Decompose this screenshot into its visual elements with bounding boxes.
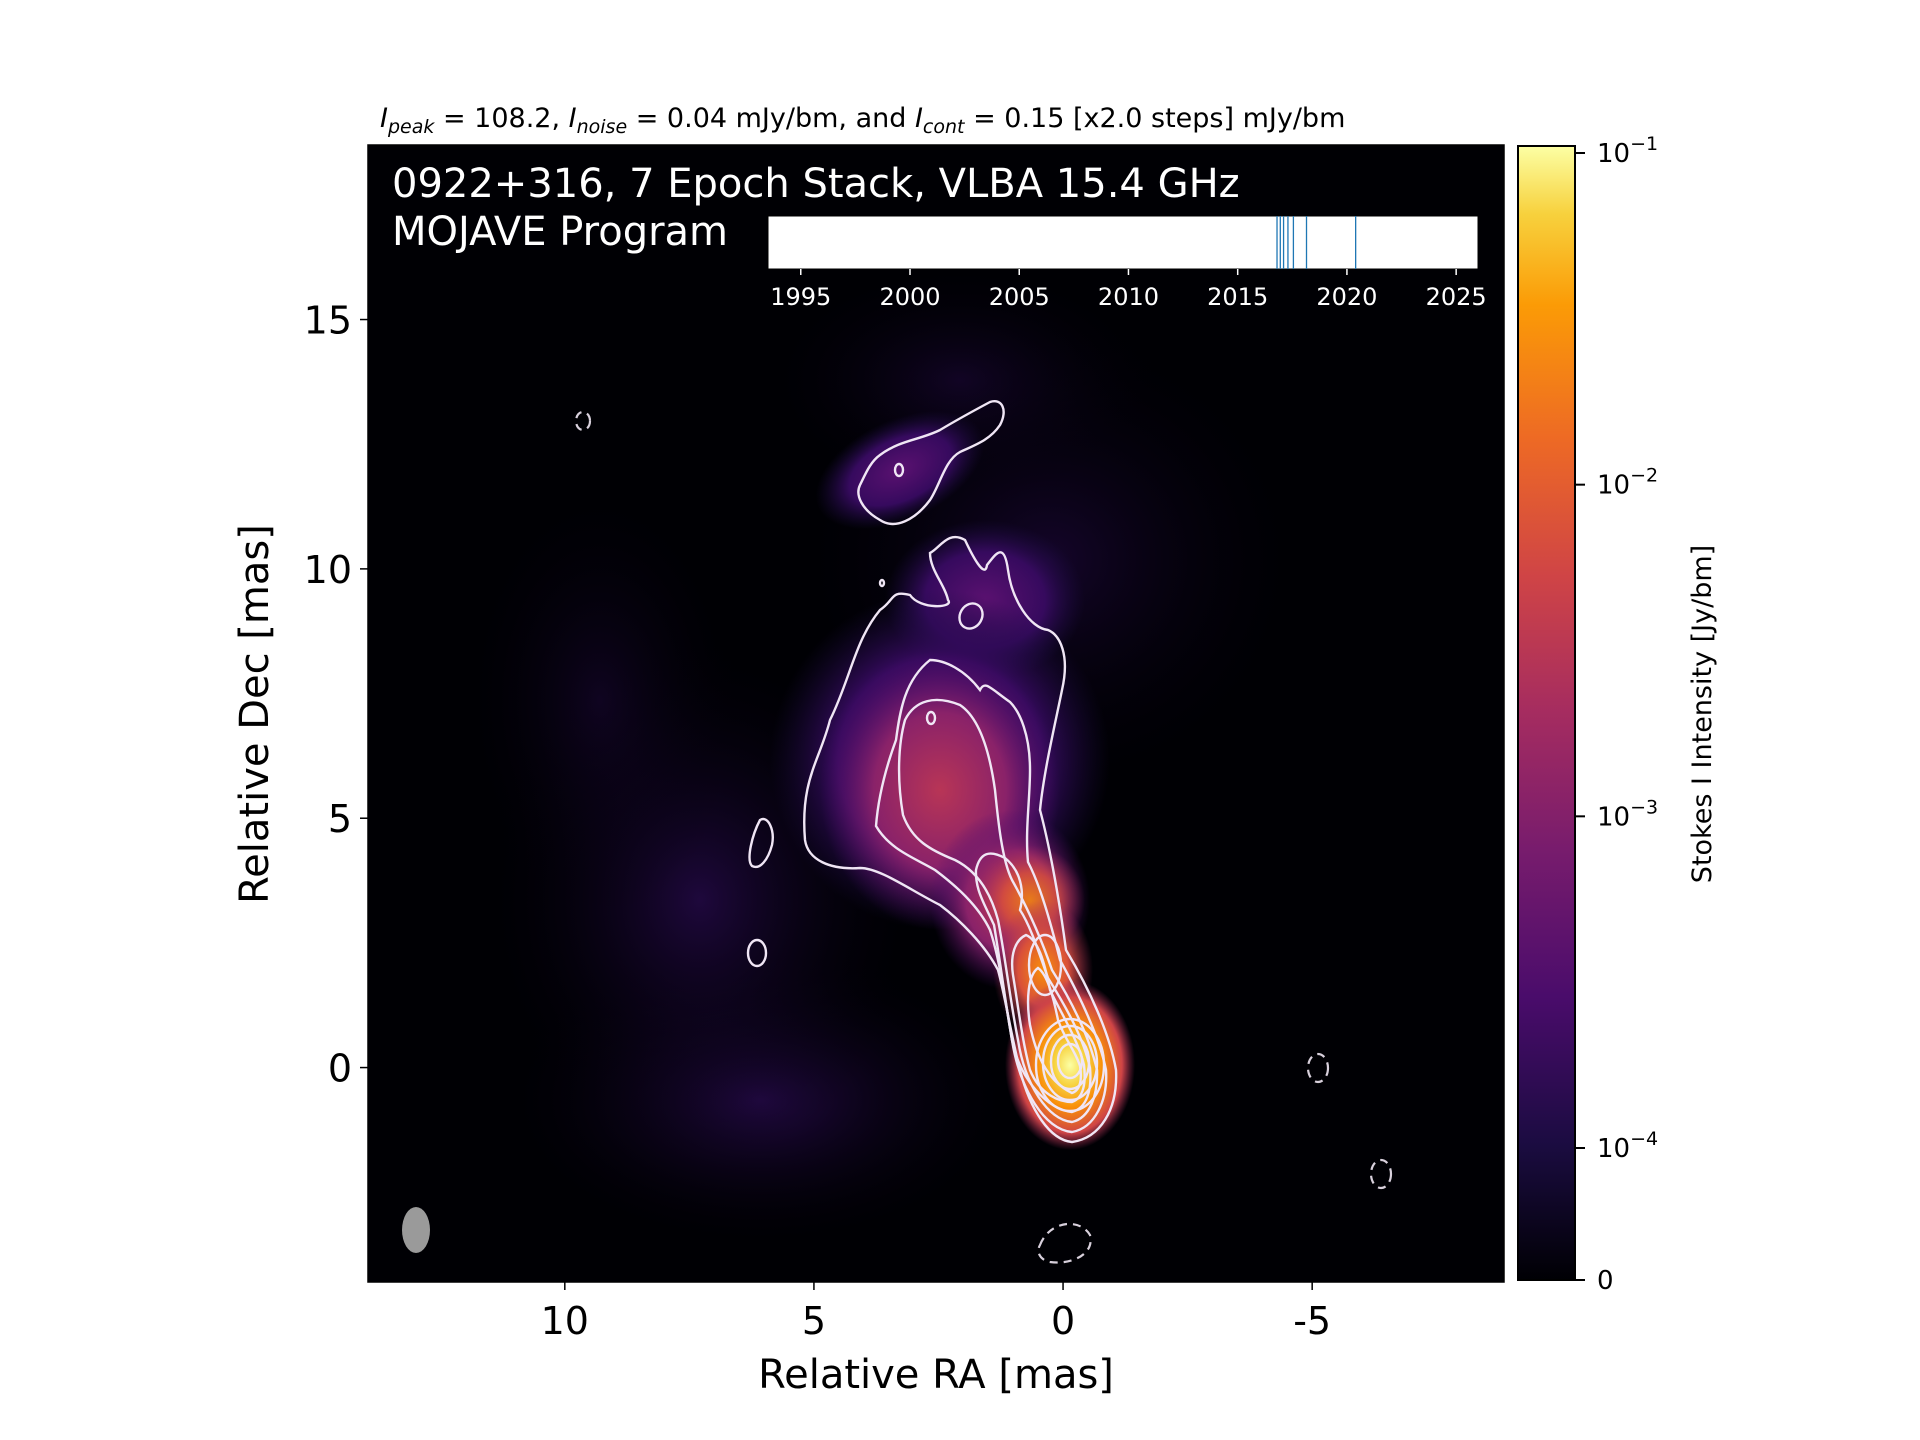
contour-8 xyxy=(1041,1024,1099,1102)
y-tick-label: 0 xyxy=(328,1047,352,1091)
colorbar-tick-base: 10 xyxy=(1597,139,1630,169)
contour-west-island xyxy=(748,817,774,869)
contour-9 xyxy=(1049,1033,1091,1091)
contour-4 xyxy=(974,852,1092,1114)
neg-contour-1 xyxy=(574,410,592,432)
colorbar-tick-label: 10−3 xyxy=(1597,796,1658,832)
contour-north-blob xyxy=(857,400,1005,526)
colorbar-tick-label: 0 xyxy=(1597,1266,1614,1296)
colorbar-tick-label: 10−1 xyxy=(1597,133,1658,169)
peak-symbol: I xyxy=(380,103,388,134)
neg-contour-3 xyxy=(1369,1158,1393,1190)
colorbar-tick-exponent: −4 xyxy=(1630,1128,1658,1150)
x-tick-label: 10 xyxy=(541,1299,589,1343)
y-tick-label: 5 xyxy=(328,797,352,841)
x-axis-ticks: 10 5 0 -5 xyxy=(541,1282,1331,1343)
plot-area: 0922+316, 7 Epoch Stack, VLBA 15.4 GHz M… xyxy=(367,144,1505,1283)
noise-subscript: noise xyxy=(577,116,628,138)
colorbar-tick-label: 10−4 xyxy=(1597,1128,1658,1164)
plot-title-line1: 0922+316, 7 Epoch Stack, VLBA 15.4 GHz xyxy=(392,161,1240,207)
contour-small-island xyxy=(958,602,984,630)
colorbar-label: Stokes I Intensity [Jy/bm] xyxy=(1687,545,1718,883)
contour-10 xyxy=(1056,1042,1084,1080)
colorbar-tick-label: 10−2 xyxy=(1597,465,1658,501)
y-tick-label: 15 xyxy=(304,299,352,343)
timeline-box xyxy=(767,215,1479,270)
colorbar-tick-base: 10 xyxy=(1597,802,1630,832)
y-axis-label: Relative Dec [mas] xyxy=(232,524,278,904)
timeline-tick-label: 2015 xyxy=(1207,283,1268,311)
contour-7 xyxy=(1034,1017,1106,1113)
colorbar-tick-exponent: −1 xyxy=(1630,133,1658,155)
negative-contours xyxy=(574,410,1393,1264)
colorbar-tick-base: 0 xyxy=(1597,1266,1614,1296)
plot-frame xyxy=(367,144,1505,1283)
noise-value: = 0.04 mJy/bm, and xyxy=(627,103,915,134)
colorbar-ticks: 10−110−210−310−40 xyxy=(1575,133,1658,1296)
colorbar: 10−110−210−310−40 Stokes I Intensity [Jy… xyxy=(1517,133,1718,1296)
contour-tiny-dot xyxy=(878,578,886,588)
contour-5 xyxy=(1011,933,1086,1104)
x-axis-label: Relative RA [mas] xyxy=(758,1352,1114,1398)
contour-outer-jet xyxy=(803,535,1118,1144)
timeline-tick-label: 2000 xyxy=(879,283,940,311)
x-tick-label: -5 xyxy=(1293,1299,1331,1343)
beam-ellipse xyxy=(402,1207,430,1253)
cont-value: = 0.15 [x2.0 steps] mJy/bm xyxy=(964,103,1345,134)
timeline-tick-label: 2025 xyxy=(1426,283,1487,311)
contour-west-islet xyxy=(746,938,768,968)
figure-header: Ipeak = 108.2, Inoise = 0.04 mJy/bm, and… xyxy=(380,103,1345,138)
contours xyxy=(746,400,1118,1144)
colorbar-tick-exponent: −2 xyxy=(1630,465,1658,487)
noise-symbol: I xyxy=(569,103,577,134)
x-tick-label: 0 xyxy=(1051,1299,1075,1343)
timeline-tick-label: 2005 xyxy=(989,283,1050,311)
cont-symbol: I xyxy=(915,103,923,134)
plot-title-line2: MOJAVE Program xyxy=(392,209,728,255)
peak-subscript: peak xyxy=(387,116,435,138)
contour-north-knot xyxy=(893,462,905,478)
intensity-image xyxy=(460,260,1310,1250)
colorbar-tick-exponent: −3 xyxy=(1630,796,1658,818)
colorbar-tick-base: 10 xyxy=(1597,1134,1630,1164)
timeline-tick-label: 1995 xyxy=(770,283,831,311)
colorbar-scale xyxy=(1517,145,1576,1281)
contour-tiny-knot xyxy=(925,710,937,726)
timeline-tick-label: 2010 xyxy=(1098,283,1159,311)
colorbar-tick-base: 10 xyxy=(1597,471,1630,501)
cont-subscript: cont xyxy=(923,116,966,138)
neg-contour-4 xyxy=(1037,1222,1092,1264)
y-tick-label: 10 xyxy=(304,548,352,592)
contour-knot xyxy=(1027,933,1063,997)
timeline-epochs xyxy=(1276,216,1357,269)
neg-contour-2 xyxy=(1306,1052,1330,1084)
epoch-timeline: 1995 2000 2005 2010 2015 2020 2025 xyxy=(767,215,1487,311)
y-axis-ticks: 15 10 5 0 xyxy=(304,299,368,1091)
timeline-ticks: 1995 2000 2005 2010 2015 2020 2025 xyxy=(770,269,1487,311)
timeline-tick-label: 2020 xyxy=(1316,283,1377,311)
x-tick-label: 5 xyxy=(802,1299,826,1343)
peak-value: = 108.2, xyxy=(434,103,568,134)
